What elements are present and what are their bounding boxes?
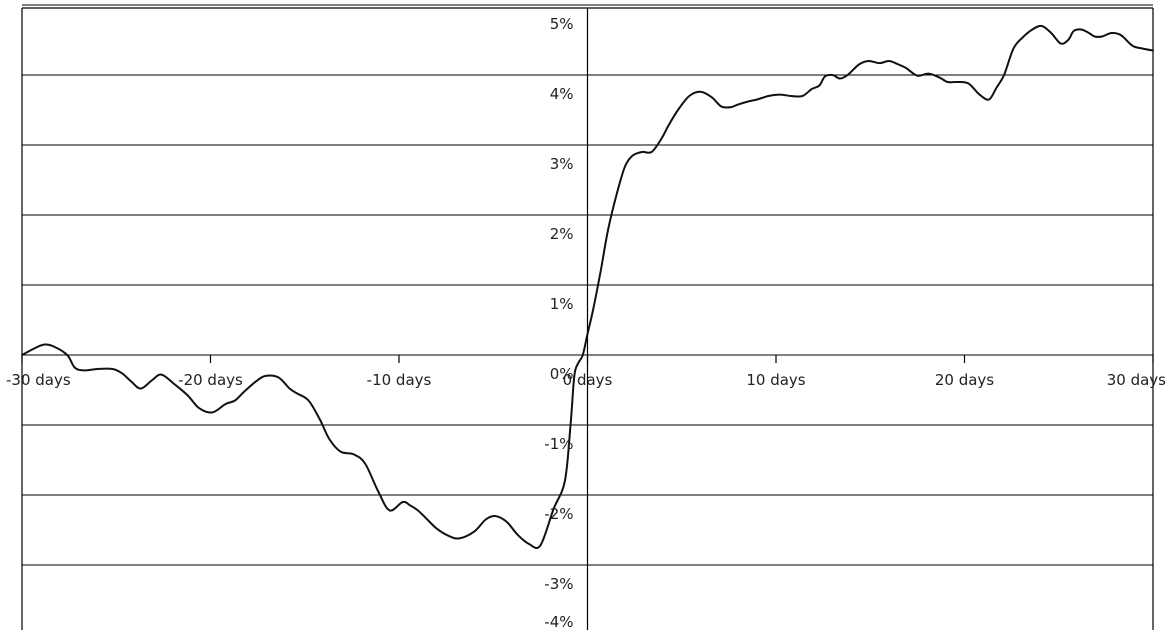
y-tick-label: 4%	[550, 85, 574, 103]
x-tick-label: 20 days	[935, 371, 994, 389]
y-tick-label: -2%	[544, 505, 573, 523]
y-tick-label: -1%	[544, 435, 573, 453]
y-tick-label: -3%	[544, 575, 573, 593]
y-tick-label: 2%	[550, 225, 574, 243]
x-tick-label: 0 days	[563, 371, 613, 389]
x-tick-label: 30 days	[1107, 371, 1166, 389]
y-tick-label: -4%	[544, 613, 573, 630]
y-tick-label: 5%	[550, 15, 574, 33]
axes	[21, 7, 1154, 630]
y-tick-label: 3%	[550, 155, 574, 173]
x-tick-label: -20 days	[178, 371, 243, 389]
x-tick-label: -10 days	[367, 371, 432, 389]
x-tick-label: 10 days	[746, 371, 805, 389]
series-layer	[21, 24, 1154, 549]
x-tick-label: -30 days	[6, 371, 71, 389]
y-tick-label: 0%	[550, 365, 574, 383]
tick-labels: -30 days -20 days -10 days 0 days 10 days 20 …	[6, 15, 1166, 630]
series-line	[21, 24, 1154, 549]
y-tick-label: 1%	[550, 295, 574, 313]
